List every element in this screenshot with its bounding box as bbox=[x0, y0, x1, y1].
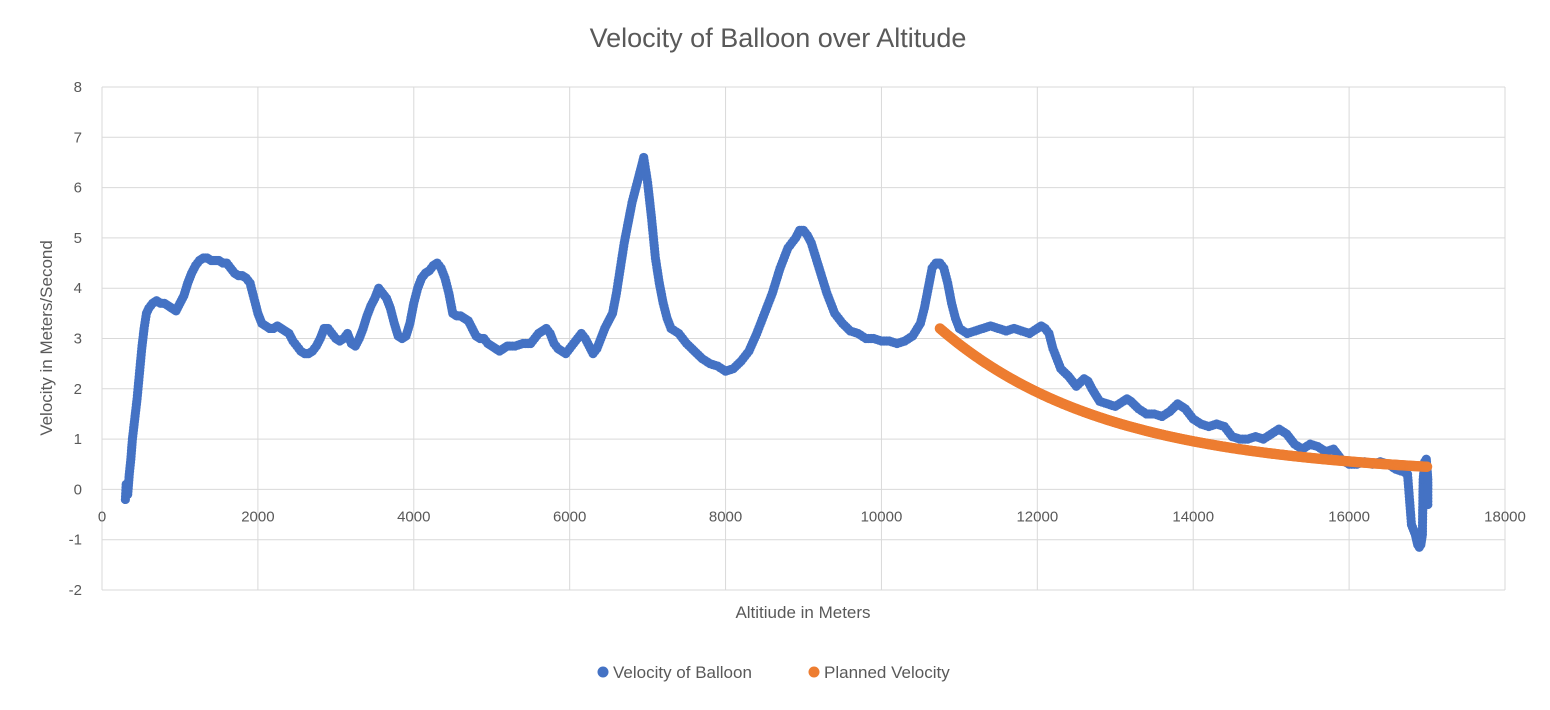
tick-layer: -2 -1 0 1 2 3 4 5 6 7 8 0 2000 4000 6000 8000 10000 12000… bbox=[69, 79, 1526, 599]
x-tick-label: 6000 bbox=[553, 508, 586, 525]
y-axis-title: Velocity in Meters/Second bbox=[37, 240, 56, 436]
y-tick-label: 1 bbox=[74, 431, 82, 448]
x-tick-label: 16000 bbox=[1328, 508, 1370, 525]
x-tick-label: 10000 bbox=[861, 508, 903, 525]
series-velocity-of-balloon bbox=[120, 152, 1433, 552]
legend-marker-planned-velocity bbox=[808, 666, 820, 678]
x-tick-label: 2000 bbox=[241, 508, 274, 525]
y-tick-label: 3 bbox=[74, 331, 82, 348]
legend-label-velocity-of-balloon: Velocity of Balloon bbox=[613, 663, 752, 682]
legend-marker-velocity-of-balloon bbox=[597, 666, 609, 678]
grid-layer bbox=[101, 86, 1506, 591]
legend-label-planned-velocity: Planned Velocity bbox=[824, 663, 950, 682]
y-tick-label: 7 bbox=[74, 129, 82, 146]
x-tick-label: 0 bbox=[98, 508, 106, 525]
x-tick-label: 14000 bbox=[1172, 508, 1214, 525]
y-tick-label: 2 bbox=[74, 381, 82, 398]
chart-title: Velocity of Balloon over Altitude bbox=[590, 23, 967, 53]
y-tick-label: 5 bbox=[74, 230, 82, 247]
series-layer bbox=[120, 152, 1433, 552]
data-point-velocity bbox=[1423, 499, 1433, 510]
x-tick-label: 12000 bbox=[1016, 508, 1058, 525]
y-tick-label: -2 bbox=[69, 582, 82, 599]
legend: Velocity of Balloon Planned Velocity bbox=[597, 663, 950, 682]
y-tick-label: -1 bbox=[69, 532, 82, 549]
y-tick-label: 4 bbox=[74, 280, 82, 297]
data-point-planned bbox=[1421, 461, 1433, 472]
y-tick-label: 8 bbox=[74, 79, 82, 96]
series-planned-velocity bbox=[934, 323, 1433, 472]
x-axis-title: Altitiude in Meters bbox=[735, 603, 870, 622]
y-tick-label: 0 bbox=[74, 481, 82, 498]
x-tick-label: 4000 bbox=[397, 508, 430, 525]
x-tick-label: 8000 bbox=[709, 508, 742, 525]
y-tick-label: 6 bbox=[74, 180, 82, 197]
x-tick-label: 18000 bbox=[1484, 508, 1526, 525]
